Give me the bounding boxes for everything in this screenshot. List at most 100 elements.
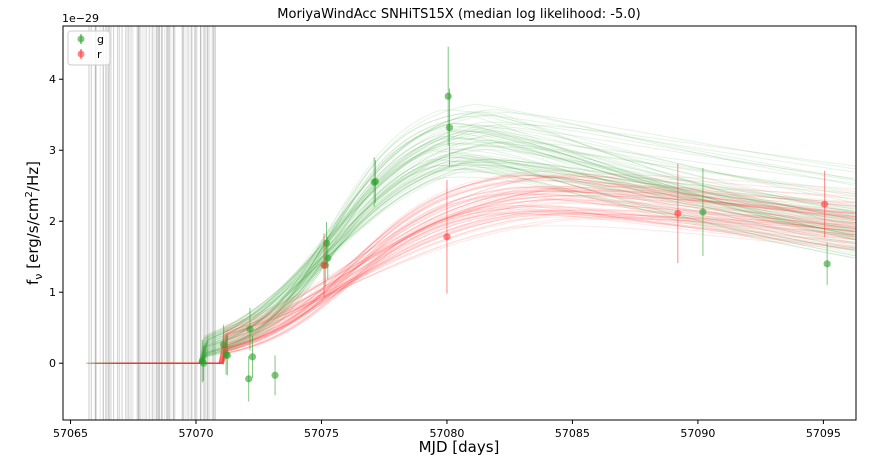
model-curve-r [87,216,855,364]
model-curve-g [91,143,855,364]
model-curve-g [111,154,855,364]
legend-label-g: g [97,33,104,46]
model-curve-g [143,161,856,364]
model-curve-g [199,156,856,364]
model-curve-r [165,186,856,364]
x-tick-label: 57080 [429,427,464,440]
model-curve-r [130,190,856,364]
model-curve-g [204,163,856,337]
model-curve-g [134,133,856,364]
model-curve-r [181,174,855,364]
model-curve-r [191,209,855,364]
model-curve-r [195,202,856,364]
model-curve-r [184,185,856,364]
model-curve-g [96,130,854,364]
data-point-g [445,123,454,132]
y-axis-ticks: 0 1 2 3 4 [49,73,63,370]
legend-entry-r: r [77,48,102,61]
model-curve-r [115,210,856,364]
model-curve-g [147,164,855,364]
model-curve-r [150,187,856,364]
model-curve-r [153,199,856,364]
x-tick-label: 57070 [179,427,214,440]
model-curve-r [111,198,855,364]
model-curve-r [154,194,856,364]
model-curve-r [151,189,854,364]
model-curve-g [149,135,856,364]
legend-label-r: r [97,48,102,61]
data-point-g [245,375,253,383]
data-point-r [674,209,682,218]
model-curve-g [190,176,856,364]
data-point-r [821,200,829,208]
model-curve-g [190,148,856,364]
model-curve-g [114,160,856,364]
model-curve-g [160,156,856,364]
model-curve-g [176,130,854,364]
model-curve-r [85,212,854,364]
model-curve-r [200,206,856,364]
model-curve-r [127,179,856,364]
model-curve-g [119,150,856,364]
model-curve-g [97,158,856,364]
model-curve-g [167,111,856,364]
model-curve-r [127,185,856,364]
y-offset-text: 1e−29 [62,12,99,25]
model-curve-r [129,187,856,364]
model-curve-g [131,130,855,364]
model-curve-r [153,187,856,364]
model-curve-g [137,130,856,364]
model-curve-r [197,175,855,364]
data-point-g [322,239,331,247]
x-axis-label: MJD [days] [419,438,500,456]
y-tick-label: 1 [49,286,56,299]
model-curve-g [118,129,856,364]
model-curve-r [202,198,855,364]
x-axis-ticks: 57065 57070 57075 57080 57085 57090 57095 [53,420,841,440]
model-curve-g [139,142,856,364]
model-curve-r [140,174,854,364]
model-curve-r [123,173,856,364]
legend: g r [67,30,111,66]
x-tick-label: 57085 [555,427,590,440]
model-curve-r [198,188,856,364]
model-curve-r [183,209,856,364]
model-curve-g [135,111,856,364]
model-curve-r [133,213,856,364]
y-tick-label: 4 [49,73,56,86]
model-curve-g [141,122,855,364]
model-curve-g [173,121,856,364]
model-curve-r [203,197,856,364]
model-curve-r [176,225,855,364]
x-tick-label: 57090 [680,427,715,440]
plot-frame [62,25,857,421]
model-curve-g [150,124,856,364]
model-curve-g [205,158,856,356]
y-tick-label: 2 [49,215,56,228]
data-point-g [246,325,254,333]
model-curve-r [86,205,855,364]
model-curve-g [138,109,856,364]
model-curve-r [135,205,856,364]
model-curve-r [108,199,856,364]
model-curve-g [113,113,856,364]
model-curve-g [121,168,854,364]
model-curve-g [126,138,855,364]
model-curve-g [136,123,854,364]
y-tick-label: 0 [49,357,56,370]
model-curve-g [95,134,854,364]
model-curve-g [130,142,856,364]
model-curve-g [94,159,856,364]
data-point-g [223,351,231,359]
model-curve-g [170,135,856,364]
model-curve-r [158,211,856,364]
model-curve-g [185,137,856,364]
model-curve-g [147,144,856,364]
model-curves-r [85,169,856,364]
x-tick-label: 57075 [304,427,339,440]
data-point-g [823,260,831,268]
model-curves-g [85,103,856,364]
x-tick-label: 57095 [806,427,841,440]
model-curve-g [152,151,856,364]
